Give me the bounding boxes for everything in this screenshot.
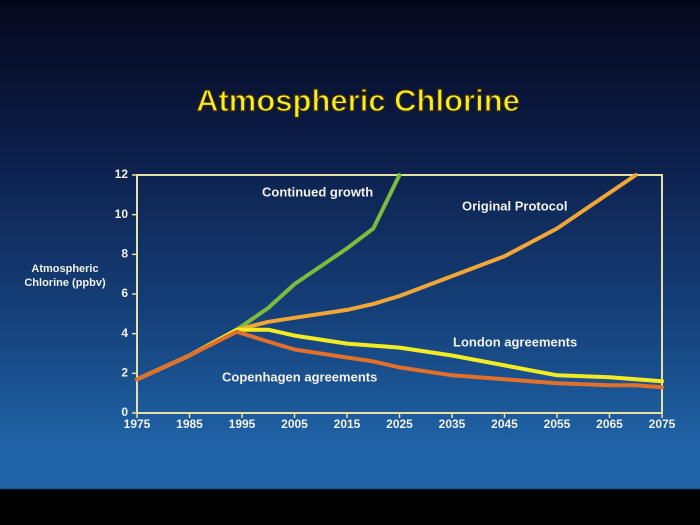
y-tick-label: 4 [121,326,128,340]
y-tick-label: 6 [121,286,128,300]
x-tick-label: 2035 [439,417,466,431]
x-tick-label: 1975 [124,417,151,431]
x-tick-label: 2075 [649,417,676,431]
x-tick-label: 2025 [386,417,413,431]
series-line [135,173,402,382]
x-tick-label: 1985 [176,417,203,431]
x-tick-label: 2015 [334,417,361,431]
series-label: Continued growth [262,184,373,199]
x-tick-label: 2065 [596,417,623,431]
series-line [135,329,664,390]
x-tick-label: 1995 [229,417,256,431]
x-tick-label: 2005 [281,417,308,431]
y-tick-label: 0 [121,405,128,419]
series-line [135,327,664,384]
y-tick-label: 8 [121,247,128,261]
chart-title: Atmospheric Chlorine [196,83,520,118]
y-tick-label: 12 [115,167,129,181]
y-tick-label: 2 [121,366,128,380]
series-label: Copenhagen agreements [222,369,377,384]
y-axis-label: Atmospheric Chlorine (ppbv) [24,263,106,289]
y-tick-label: 10 [115,207,129,221]
series-label: Original Protocol [462,198,567,213]
x-tick-label: 2055 [544,417,571,431]
series-label: London agreements [453,334,577,349]
x-tick-label: 2045 [491,417,518,431]
